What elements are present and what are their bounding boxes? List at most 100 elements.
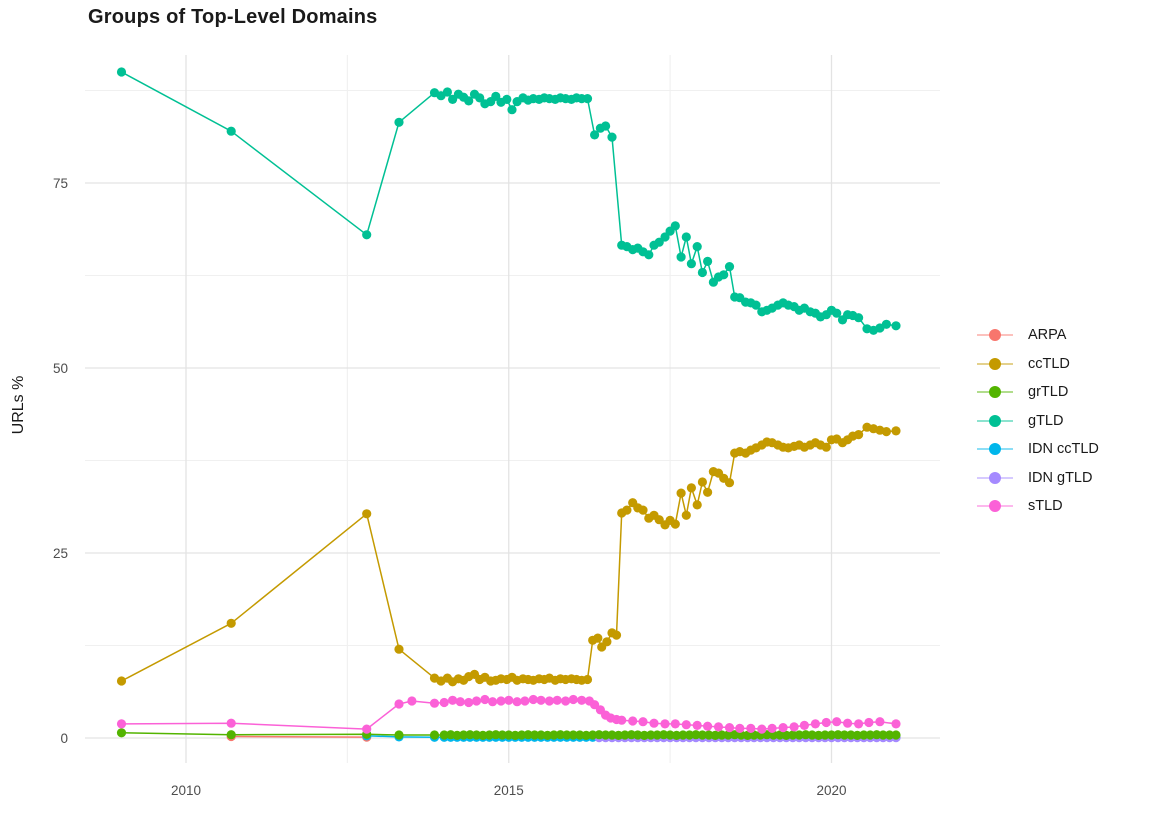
data-point [394, 644, 404, 654]
data-point [611, 630, 622, 640]
data-point [622, 505, 632, 515]
data-point [891, 321, 901, 331]
data-point [471, 696, 482, 706]
data-point [465, 730, 475, 740]
data-point [821, 717, 831, 728]
data-point [594, 730, 604, 740]
legend-key-dot [989, 443, 1001, 456]
data-point [491, 91, 501, 101]
legend-key-dot [989, 386, 1001, 399]
data-point [582, 674, 593, 685]
data-point [678, 730, 688, 740]
data-point [620, 730, 630, 740]
data-point [751, 300, 761, 310]
data-point [735, 723, 745, 734]
data-point [581, 730, 591, 741]
legend-item-arpa: ARPA [977, 321, 1099, 350]
data-point [639, 730, 649, 741]
data-point [864, 717, 874, 728]
legend-item-idn-cctld: IDN ccTLD [977, 435, 1099, 464]
data-point [607, 730, 617, 740]
data-point [703, 256, 713, 266]
data-point [226, 718, 236, 728]
data-point [394, 699, 404, 709]
data-point [116, 728, 127, 738]
data-point [697, 267, 708, 278]
data-point [464, 697, 474, 708]
data-point [665, 730, 675, 740]
legend-key-dot [989, 471, 1001, 484]
data-point [638, 505, 648, 515]
x-tick-label: 2020 [816, 783, 846, 798]
data-point [561, 696, 571, 706]
chart-title: Groups of Top-Level Domains [88, 6, 378, 28]
data-point [885, 730, 895, 740]
data-point [854, 430, 864, 440]
data-point [638, 717, 648, 727]
data-point [692, 500, 702, 510]
data-point [660, 719, 670, 729]
legend-item-stld: sTLD [977, 492, 1099, 521]
data-point [723, 730, 733, 740]
data-point [724, 262, 735, 272]
data-point [116, 676, 127, 686]
data-point [552, 695, 562, 705]
legend-key-icon [977, 329, 1013, 342]
data-point [226, 126, 236, 136]
data-point [676, 252, 686, 262]
legend-key-icon [977, 500, 1013, 513]
data-point [746, 723, 756, 734]
data-point [429, 730, 440, 740]
data-point [865, 730, 875, 740]
data-point [646, 730, 656, 740]
data-point [649, 718, 659, 728]
data-point [810, 719, 821, 729]
data-point [854, 313, 864, 323]
data-point [692, 242, 702, 252]
data-point [691, 730, 701, 740]
data-point [452, 730, 462, 741]
data-point [703, 721, 713, 731]
data-point [644, 250, 654, 260]
data-point [670, 719, 680, 729]
data-point [757, 724, 767, 734]
data-point [713, 722, 724, 732]
data-point [781, 730, 791, 741]
legend-key-icon [977, 414, 1013, 427]
data-point [859, 730, 869, 740]
data-point [504, 695, 514, 705]
data-point [568, 730, 578, 740]
legend-label: IDN gTLD [1028, 469, 1093, 486]
data-point [778, 723, 788, 733]
legend-item-cctld: ccTLD [977, 350, 1099, 379]
data-point [439, 697, 449, 708]
data-point [528, 694, 538, 705]
data-point [523, 730, 533, 740]
data-point [520, 696, 530, 706]
legend-label: grTLD [1028, 384, 1069, 401]
data-point [875, 717, 885, 727]
y-tick-label: 75 [53, 176, 68, 191]
data-point [568, 694, 578, 705]
series-line [231, 735, 367, 738]
data-point [512, 697, 522, 707]
data-point [807, 730, 817, 740]
legend: ARPA ccTLD grTLD gTLD IDN ccTLD IDN gTLD sTLD [977, 321, 1099, 521]
data-point [686, 483, 697, 493]
legend-label: gTLD [1028, 412, 1064, 429]
data-point [544, 696, 555, 706]
legend-label: ccTLD [1028, 355, 1070, 372]
data-point [455, 697, 465, 707]
data-point [719, 270, 729, 280]
y-tick-label: 25 [53, 546, 68, 561]
data-point [562, 730, 572, 740]
data-point [116, 719, 127, 729]
data-point [852, 730, 862, 741]
data-point [676, 488, 686, 498]
y-tick-label: 50 [53, 361, 68, 376]
series-cctld [116, 422, 901, 687]
data-point [821, 442, 831, 452]
data-point [394, 117, 404, 127]
legend-item-grtld: grTLD [977, 378, 1099, 407]
